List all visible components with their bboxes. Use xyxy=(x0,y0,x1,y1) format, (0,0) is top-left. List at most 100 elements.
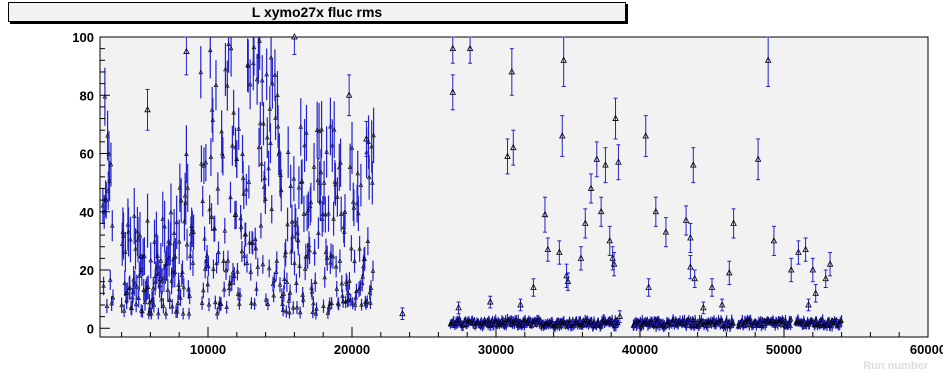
data-point xyxy=(214,260,219,266)
data-point xyxy=(121,308,127,313)
data-point xyxy=(316,230,321,235)
data-point xyxy=(314,306,319,311)
data-point xyxy=(812,284,819,303)
data-point xyxy=(243,231,248,237)
data-point xyxy=(185,185,191,190)
x-tick-label: 30000 xyxy=(478,342,514,357)
data-point xyxy=(577,246,585,271)
data-point xyxy=(163,310,169,316)
data-point xyxy=(708,278,716,297)
chart-title: L xymo27x fluc rms xyxy=(8,2,626,22)
data-point xyxy=(321,303,326,308)
data-point xyxy=(366,174,372,180)
data-point xyxy=(342,229,347,234)
data-point xyxy=(558,115,566,157)
data-point xyxy=(167,297,172,302)
data-point xyxy=(135,236,141,242)
data-point xyxy=(238,224,244,229)
data-point xyxy=(336,301,341,307)
data-point xyxy=(225,258,231,263)
data-point xyxy=(365,238,371,243)
data-point xyxy=(103,197,109,203)
data-point xyxy=(296,184,302,190)
data-point xyxy=(262,175,268,181)
data-point xyxy=(137,232,143,238)
data-point xyxy=(231,110,236,115)
data-point xyxy=(155,253,160,258)
data-point xyxy=(252,301,257,306)
data-point xyxy=(248,269,254,274)
data-point xyxy=(338,211,344,216)
data-point xyxy=(340,298,346,304)
data-point xyxy=(355,170,361,176)
data-point xyxy=(131,213,137,218)
data-point xyxy=(267,106,273,111)
data-point xyxy=(228,194,233,200)
data-point xyxy=(645,278,652,297)
data-point xyxy=(587,173,595,204)
data-point xyxy=(160,216,166,221)
data-point xyxy=(295,237,301,243)
data-point xyxy=(102,94,108,99)
data-point xyxy=(278,187,284,193)
data-point xyxy=(263,297,269,302)
data-point xyxy=(493,318,499,324)
data-point xyxy=(368,285,374,291)
data-point xyxy=(764,36,772,88)
data-point xyxy=(510,129,517,166)
data-point xyxy=(299,178,305,184)
data-point xyxy=(279,293,285,299)
dense-segment xyxy=(793,314,844,332)
data-point xyxy=(235,268,240,274)
data-point xyxy=(176,286,182,291)
data-point xyxy=(363,120,370,157)
dense-segment xyxy=(234,37,283,311)
data-point xyxy=(119,302,124,308)
data-point xyxy=(266,165,271,171)
data-point xyxy=(221,258,226,263)
data-point xyxy=(328,123,333,129)
data-point xyxy=(145,284,151,290)
data-point xyxy=(210,117,216,122)
data-point xyxy=(275,92,280,97)
data-point xyxy=(271,277,277,283)
data-point xyxy=(662,217,670,248)
data-point xyxy=(682,317,687,322)
data-point xyxy=(320,211,326,216)
data-point xyxy=(282,276,287,282)
data-marks xyxy=(100,33,844,333)
data-point xyxy=(142,253,147,258)
data-point xyxy=(577,317,583,322)
dense-segment xyxy=(447,313,621,333)
data-point xyxy=(290,233,295,239)
data-point xyxy=(270,81,275,86)
data-point xyxy=(538,317,544,323)
data-point xyxy=(207,47,213,53)
data-point xyxy=(770,225,778,256)
data-point xyxy=(822,269,830,288)
data-point xyxy=(301,211,307,216)
data-point xyxy=(219,128,224,134)
data-point xyxy=(301,296,306,302)
data-point xyxy=(212,225,217,231)
data-point xyxy=(730,208,737,239)
data-point xyxy=(731,320,736,326)
data-point xyxy=(311,300,316,306)
data-point xyxy=(211,266,216,271)
data-point xyxy=(358,182,364,187)
data-point xyxy=(165,287,171,293)
data-point xyxy=(274,258,280,263)
data-point xyxy=(293,222,299,227)
y-tick-label: 20 xyxy=(80,263,94,278)
data-point xyxy=(254,286,259,291)
data-point xyxy=(787,257,795,283)
data-point xyxy=(225,83,230,88)
data-point xyxy=(208,154,214,159)
data-point xyxy=(206,263,211,269)
data-point xyxy=(693,320,699,325)
data-point xyxy=(352,302,358,307)
data-point xyxy=(560,36,567,88)
data-point xyxy=(606,225,614,256)
data-point xyxy=(198,69,204,75)
